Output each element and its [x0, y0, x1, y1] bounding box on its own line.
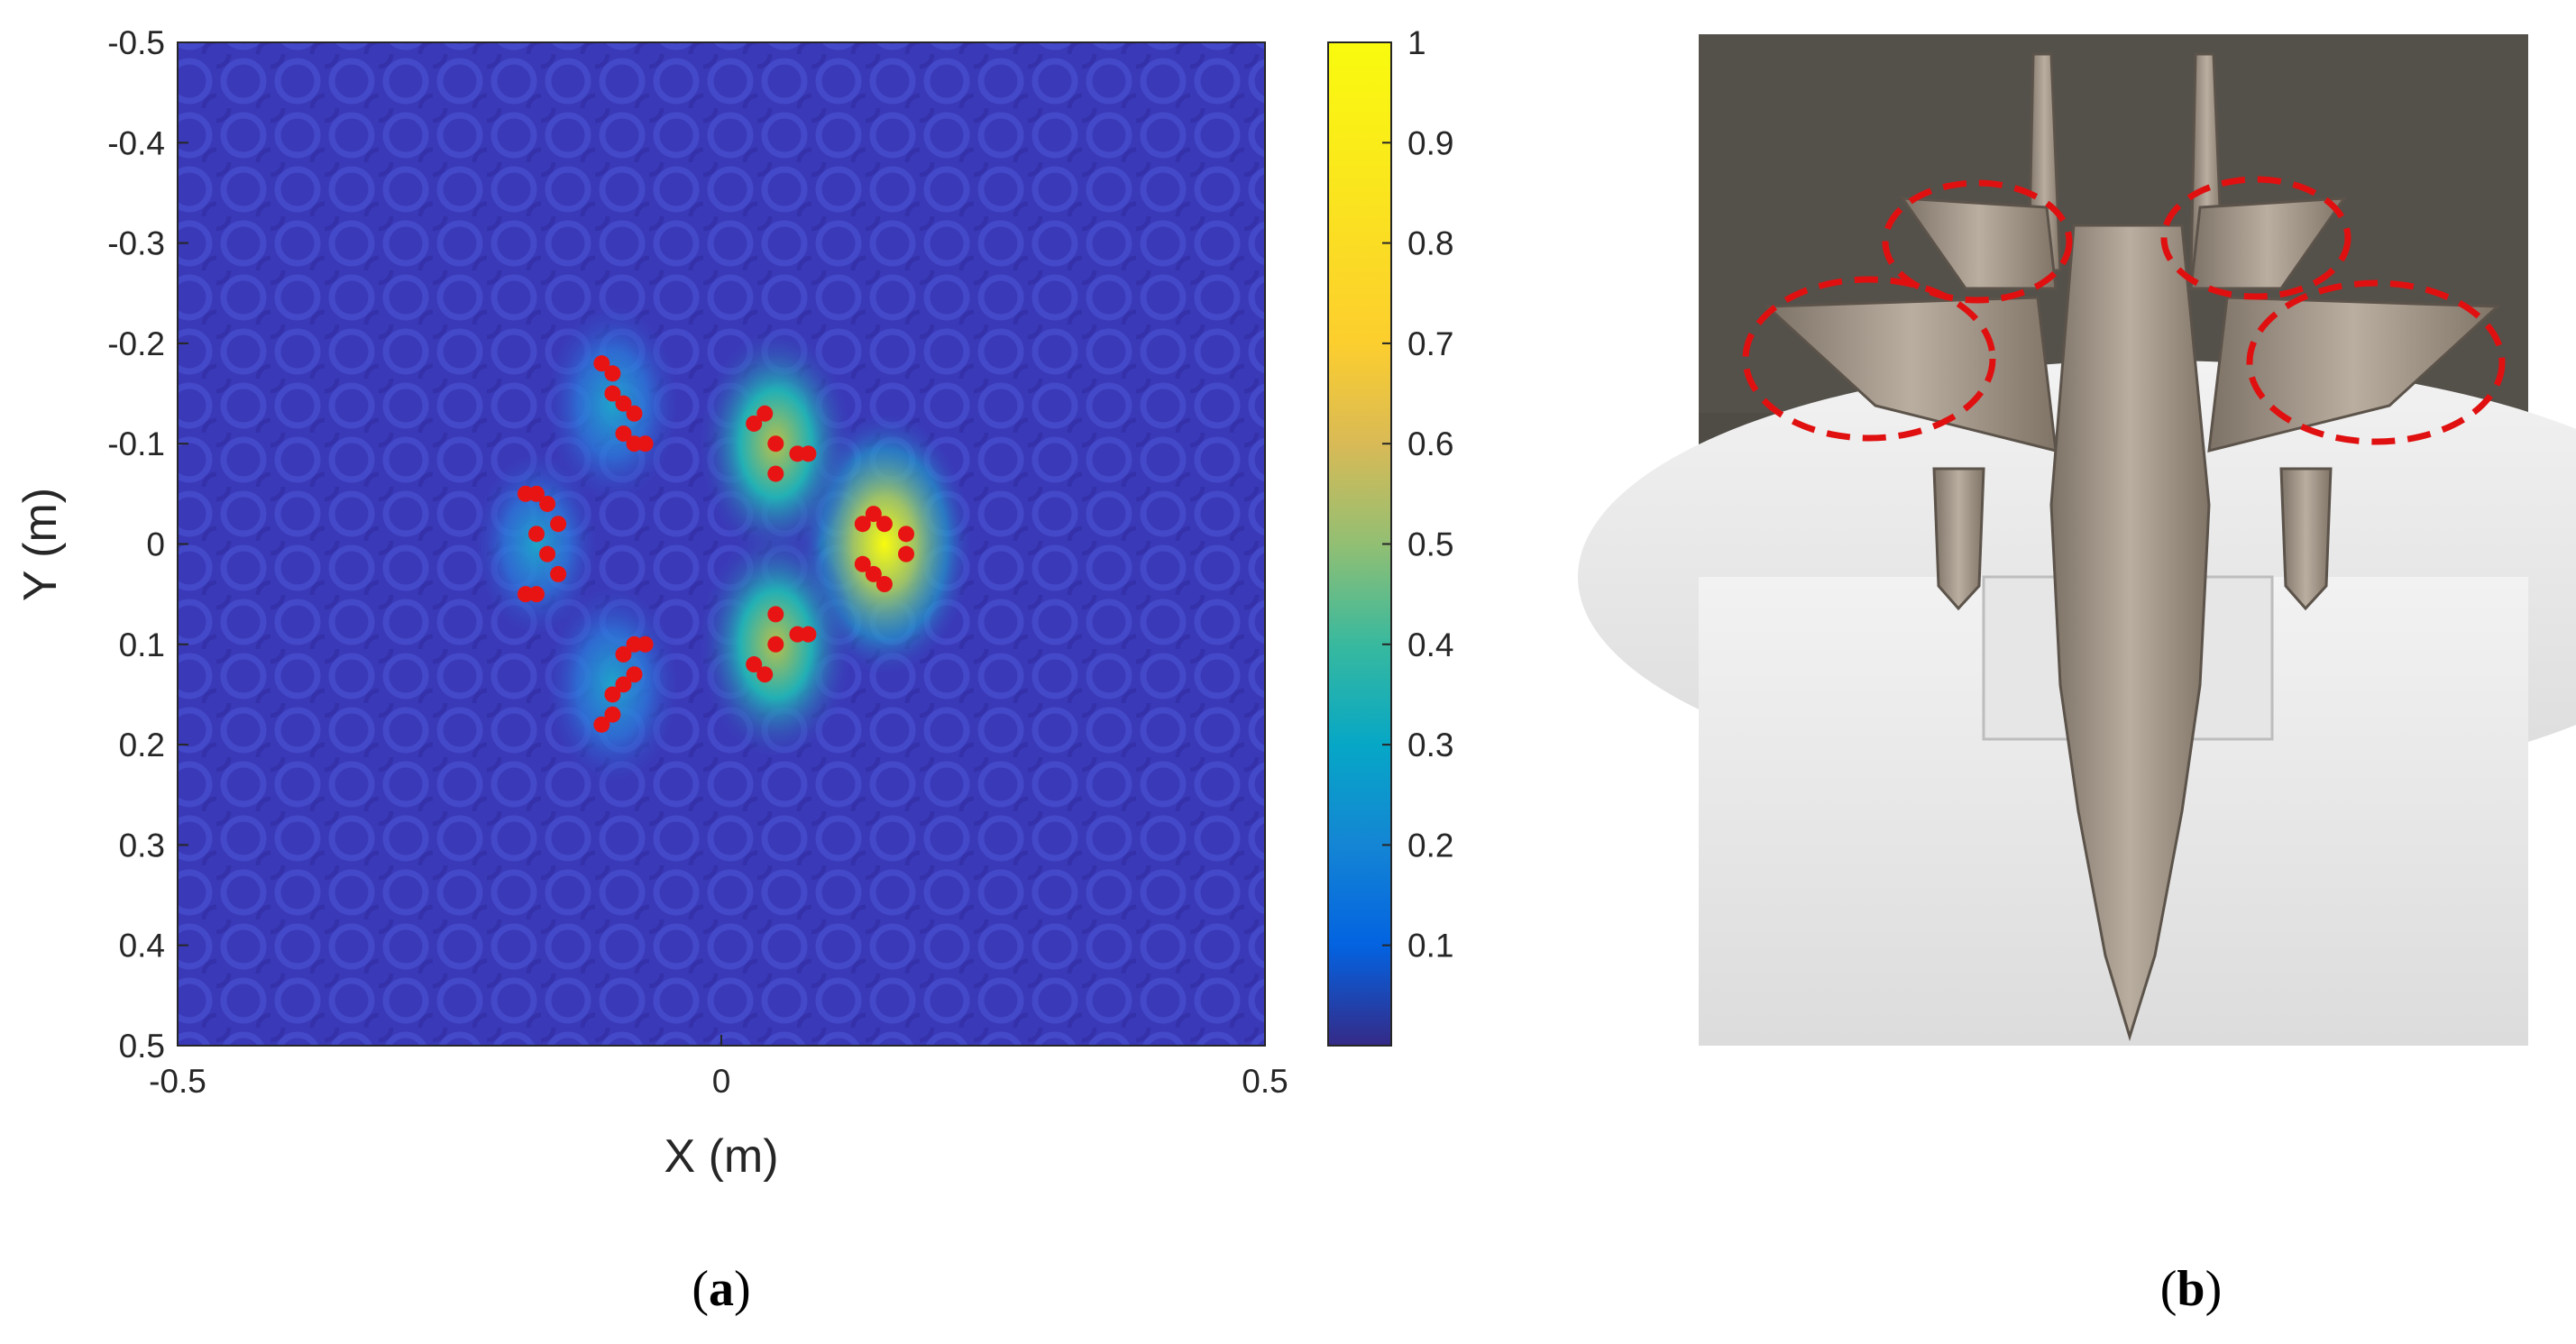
horizontal-stabilizer-left: [1899, 197, 2058, 290]
colorbar-tick-label-6: 0.7: [1407, 325, 1453, 362]
scatter-point-3: [550, 516, 567, 533]
fuselage: [2049, 224, 2211, 1042]
aircraft-photo: [1578, 34, 2576, 1046]
scatter-point-19: [604, 686, 621, 703]
scatter-point-6: [550, 565, 567, 582]
colorbar-tick-label-7: 0.8: [1407, 225, 1453, 262]
scatter-point-5: [539, 545, 556, 562]
scatter-point-13: [626, 405, 643, 422]
highlight-ellipse-right-wing: [2246, 279, 2506, 445]
y-tick-label-8: 0.3: [119, 827, 165, 864]
aircraft-model: [1764, 52, 2501, 1042]
scatter-point-33: [767, 635, 784, 653]
scatter-point-16: [637, 435, 654, 453]
y-tick-label-3: -0.2: [107, 325, 165, 362]
colorbar-tick-label-4: 0.5: [1407, 526, 1453, 563]
scatter-point-2: [539, 495, 556, 512]
scatter-point-4: [527, 526, 545, 543]
scatter-point-9: [593, 355, 610, 372]
scatter-point-35: [767, 606, 784, 623]
highlight-ellipses: [1742, 176, 2506, 445]
scatter-point-25: [746, 415, 763, 432]
scatter-point-32: [756, 666, 774, 683]
scatter-point-31: [746, 656, 763, 673]
y-axis-label: Y (m): [14, 488, 67, 601]
colorbar: 0.1 0.2 0.3 0.4 0.5 0.6 0.7 0.8 0.9 1: [1327, 24, 1453, 1047]
x-tick-label-2: 0.5: [1242, 1063, 1288, 1100]
y-tick-label-0: -0.5: [107, 24, 165, 61]
scatter-point-17: [593, 716, 610, 733]
panel-label-a: (a): [692, 1261, 750, 1317]
colorbar-tick-label-0: 0.1: [1407, 928, 1453, 965]
y-tick-label-1: -0.4: [107, 124, 165, 161]
scatter-point-18: [604, 706, 621, 723]
scatter-point-22: [615, 645, 632, 663]
x-tick-label-0: -0.5: [149, 1063, 206, 1100]
highlight-ellipse-left-wing: [1742, 276, 1996, 442]
scatter-point-20: [615, 676, 632, 693]
colorbar-tick-label-8: 0.9: [1407, 124, 1453, 161]
scatter-point-12: [615, 395, 632, 412]
scatter-point-39: [875, 516, 893, 533]
scatter-point-21: [626, 666, 643, 683]
panel-label-b: (b): [2160, 1261, 2222, 1317]
colorbar-tick-label-3: 0.4: [1407, 626, 1453, 663]
scatter-point-41: [854, 555, 871, 572]
scatter-point-42: [865, 565, 882, 582]
heat-hotspot-4: [542, 579, 683, 791]
scatter-point-14: [615, 425, 632, 443]
y-tick-label-9: 0.4: [119, 928, 165, 965]
horizontal-stabilizer-right: [2189, 197, 2348, 290]
scatter-point-40: [898, 526, 915, 543]
colorbar-tick-label-5: 0.6: [1407, 425, 1453, 462]
scatter-point-38: [865, 506, 882, 523]
heat-hotspot-5: [471, 446, 601, 642]
highlight-ellipse-left-stabilizer: [1882, 179, 2073, 304]
colorbar-tick-label-2: 0.3: [1407, 727, 1453, 763]
scatter-point-29: [767, 465, 784, 482]
x-tick-label-1: 0: [712, 1063, 731, 1100]
engine-pod-left: [1932, 467, 1985, 611]
colorbar-tick-label-1: 0.2: [1407, 827, 1453, 864]
scatter-point-43: [875, 576, 893, 593]
heatmap-plot: -0.5 0 0.5 -0.5 -0.4 -0.3 -0.2 -0.1 0 0.1 0.2 0.3 0…: [14, 24, 1288, 1183]
y-tick-label-4: -0.1: [107, 425, 165, 462]
scatter-point-30: [800, 445, 817, 462]
scatter-point-37: [854, 516, 871, 533]
x-axis-label: X (m): [664, 1130, 778, 1183]
engine-pod-right: [2279, 467, 2333, 611]
scatter-point-36: [800, 626, 817, 643]
y-tick-label-5: 0: [146, 526, 165, 563]
scatter-point-24: [637, 635, 654, 653]
y-tick-label-7: 0.2: [119, 727, 165, 763]
highlight-ellipse-right-stabilizer: [2160, 176, 2351, 300]
scatter-point-1: [527, 485, 545, 502]
scatter-point-10: [604, 365, 621, 382]
scatter-point-8: [517, 586, 534, 603]
scatter-point-26: [756, 405, 774, 422]
y-tick-label-6: 0.1: [119, 626, 165, 663]
heat-hotspot-3: [542, 297, 683, 509]
colorbar-gradient: [1327, 41, 1392, 1047]
y-tick-label-10: 0.5: [119, 1028, 165, 1065]
scatter-point-27: [767, 435, 784, 453]
y-tick-label-2: -0.3: [107, 225, 165, 262]
scatter-point-11: [604, 385, 621, 402]
plot-background: [178, 42, 1265, 1046]
scatter-point-44: [898, 545, 915, 562]
colorbar-tick-label-9: 1: [1407, 24, 1426, 61]
